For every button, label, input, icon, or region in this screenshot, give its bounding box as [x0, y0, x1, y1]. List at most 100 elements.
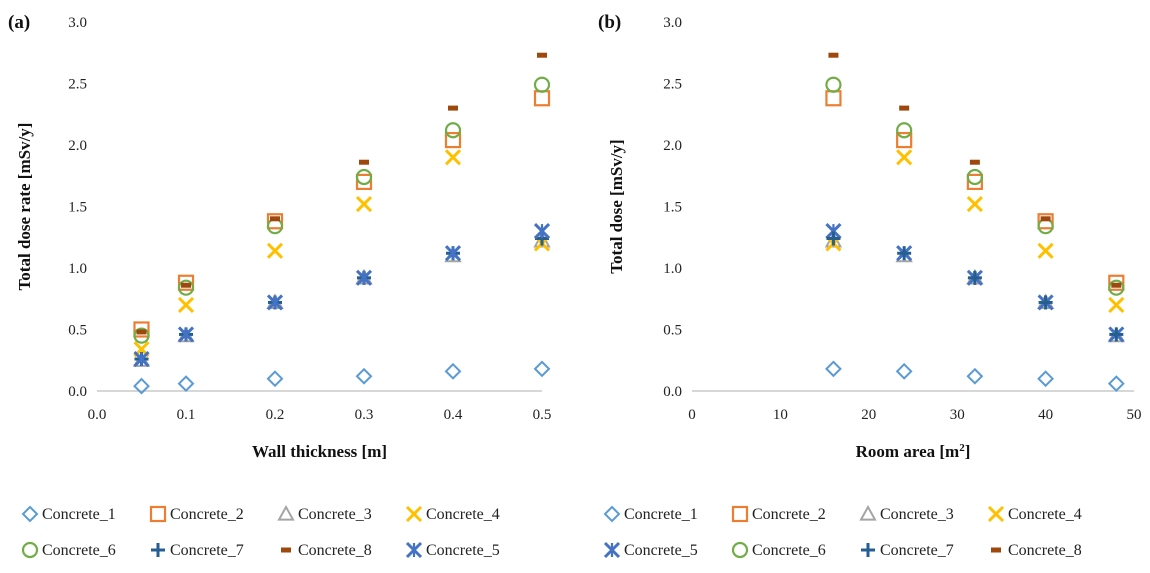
legend-label: Concrete_6	[42, 542, 116, 559]
y-tick-label: 0.5	[663, 323, 682, 339]
data-point	[359, 159, 369, 165]
x-tick-label: 20	[861, 407, 876, 423]
series-concrete_8	[136, 52, 547, 335]
series-concrete_1	[133, 360, 551, 395]
legend-item: Concrete_2	[731, 505, 826, 523]
legend-marker	[405, 541, 423, 559]
data-point	[969, 159, 980, 165]
panel-label: (b)	[598, 12, 621, 33]
legend-marker	[151, 543, 165, 557]
series-concrete_7	[134, 231, 549, 367]
y-tick-label: 2.5	[68, 77, 87, 93]
data-point	[825, 90, 842, 107]
legend-label: Concrete_3	[298, 506, 372, 523]
series-concrete_6	[133, 76, 551, 344]
legend: Concrete_1 Concrete_2 Concrete_3 Concrete_4…	[603, 504, 1082, 559]
data-point	[1038, 295, 1053, 310]
data-point	[1040, 216, 1051, 222]
legend-item: Concrete_5	[405, 541, 500, 559]
legend-marker	[991, 547, 1001, 553]
data-point	[1111, 282, 1122, 288]
series-concrete_1	[825, 360, 1125, 393]
legend-marker	[149, 505, 167, 523]
y-tick-label: 3.0	[663, 15, 682, 31]
y-tick-label: 2.0	[663, 138, 682, 154]
legend-item: Concrete_4	[405, 505, 500, 523]
x-axis-label: Room area [m2]	[856, 442, 971, 461]
legend-label: Concrete_5	[426, 542, 500, 559]
x-tick-label: 50	[1127, 407, 1142, 423]
legend-marker	[21, 505, 39, 523]
legend-marker	[405, 505, 423, 523]
legend-item: Concrete_7	[861, 542, 954, 559]
data-point	[448, 105, 458, 111]
y-tick-label: 2.5	[663, 77, 682, 93]
legend-label: Concrete_4	[1008, 506, 1082, 523]
series-concrete_4	[133, 149, 551, 358]
data-point	[828, 52, 839, 58]
legend-marker	[603, 505, 621, 523]
legend-marker	[281, 547, 291, 553]
legend-marker	[731, 505, 749, 523]
data-point	[897, 246, 912, 261]
data-point	[896, 122, 913, 139]
legend-label: Concrete_8	[1008, 542, 1082, 559]
legend-label: Concrete_8	[298, 542, 372, 559]
y-tick-label: 0.0	[663, 384, 682, 400]
data-point	[177, 326, 195, 343]
data-point	[1037, 370, 1055, 388]
legend-item: Concrete_3	[277, 504, 372, 523]
data-point	[266, 213, 284, 230]
x-tick-label: 0.2	[266, 407, 285, 423]
legend-item: Concrete_1	[603, 505, 698, 523]
legend-marker	[603, 541, 621, 559]
data-point	[896, 149, 913, 166]
data-point	[537, 52, 547, 58]
legend-item: Concrete_8	[281, 542, 372, 559]
data-point	[177, 296, 195, 313]
data-point	[966, 367, 984, 385]
legend-item: Concrete_5	[603, 541, 698, 559]
data-point	[895, 362, 913, 380]
data-point	[444, 149, 462, 166]
x-tick-label: 40	[1038, 407, 1053, 423]
legend-item: Concrete_6	[731, 541, 826, 559]
legend-item: Concrete_3	[859, 504, 954, 523]
legend-item: Concrete_2	[149, 505, 244, 523]
y-axis-label: Total dose [mSv/y]	[607, 139, 626, 273]
data-point	[1107, 375, 1125, 393]
x-tick-label: 0.0	[88, 407, 107, 423]
series-concrete_3	[824, 231, 1126, 343]
legend-item: Concrete_8	[991, 542, 1082, 559]
legend-label: Concrete_4	[426, 506, 500, 523]
data-point	[355, 195, 373, 213]
legend-marker	[731, 541, 749, 559]
data-point	[266, 242, 284, 259]
chart-panel-b: (b) 0.0 0.5 1.0 1.5 2.0 2.5 3.0 0 10 20 30 40 50 Total…	[598, 12, 1142, 559]
data-point	[355, 367, 373, 385]
data-point	[136, 329, 147, 335]
data-point	[1037, 242, 1054, 259]
legend-label: Concrete_6	[752, 542, 826, 559]
data-point	[266, 370, 284, 388]
data-point	[825, 76, 842, 93]
legend-label: Concrete_3	[880, 506, 954, 523]
legend: Concrete_1 Concrete_2 Concrete_3 Concrete_4…	[21, 504, 500, 559]
x-tick-label: 10	[773, 407, 788, 423]
y-tick-label: 0.5	[68, 323, 87, 339]
data-point	[177, 279, 195, 296]
data-point	[966, 173, 983, 190]
data-point	[825, 360, 842, 378]
data-point	[355, 269, 373, 286]
data-point	[533, 360, 551, 378]
data-point	[133, 350, 150, 368]
data-point	[266, 294, 284, 311]
data-point	[1108, 274, 1125, 291]
chart-panel-a: (a) 0.0 0.5 1.0 1.5 2.0 2.5 3.0 0.0 0.1 0.2 0.3 0.4 0…	[8, 12, 551, 559]
legend-label: Concrete_7	[170, 542, 244, 559]
data-point	[444, 122, 462, 139]
data-point	[1108, 279, 1125, 296]
data-point	[1109, 327, 1124, 342]
x-tick-label: 0	[688, 407, 696, 423]
y-tick-label: 3.0	[68, 15, 87, 31]
